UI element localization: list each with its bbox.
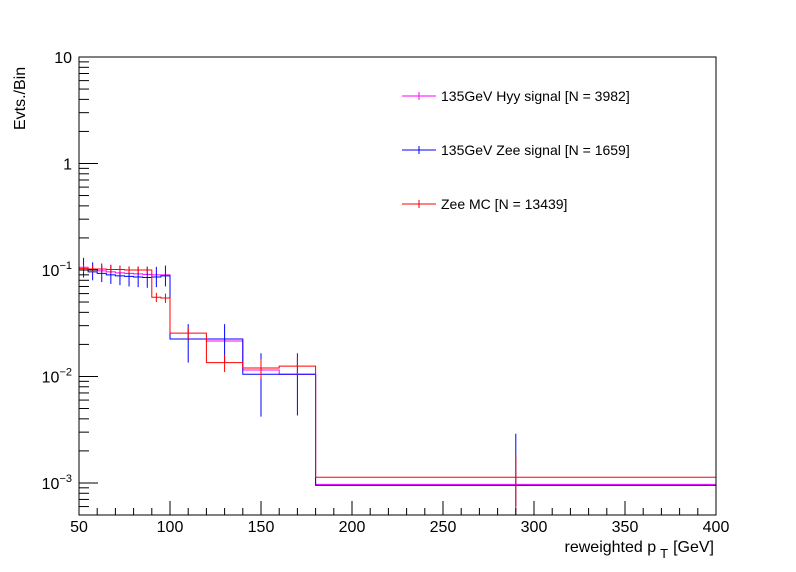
x-tick-label: 350 bbox=[612, 519, 639, 536]
series-1-histogram bbox=[79, 269, 717, 515]
y-tick-label: 1 bbox=[63, 156, 72, 173]
x-tick-label: 100 bbox=[157, 519, 184, 536]
y-tick-label-exponent: −1 bbox=[59, 260, 72, 272]
x-tick-label: 300 bbox=[521, 519, 548, 536]
y-tick-label: 10 bbox=[54, 50, 72, 67]
x-axis-title-unit: [GeV] bbox=[673, 539, 714, 556]
y-tick-label-base: 10 bbox=[42, 263, 60, 280]
y-tick-label: 10−1 bbox=[42, 260, 72, 280]
legend-label-1: 135GeV Zee signal [N = 1659] bbox=[441, 142, 630, 158]
y-tick-label-base: 10 bbox=[42, 369, 60, 386]
y-tick-label-base: 10 bbox=[42, 476, 60, 493]
x-axis-title-subscript: T bbox=[660, 546, 668, 561]
y-tick-label-exponent: −3 bbox=[59, 473, 72, 485]
legend-label-0: 135GeV Hyy signal [N = 3982] bbox=[441, 88, 630, 104]
x-tick-label: 400 bbox=[703, 519, 730, 536]
x-axis-title: reweighted p T [GeV] bbox=[565, 539, 714, 561]
x-tick-label: 50 bbox=[70, 519, 88, 536]
y-tick-label-exponent: −2 bbox=[59, 366, 72, 378]
x-tick-label: 250 bbox=[430, 519, 457, 536]
x-axis-title-main: reweighted p bbox=[565, 539, 657, 556]
x-tick-label: 150 bbox=[248, 519, 275, 536]
series-2-histogram bbox=[79, 268, 717, 515]
ticks-layer bbox=[78, 56, 717, 516]
legend: 135GeV Hyy signal [N = 3982] 135GeV Zee s… bbox=[402, 88, 630, 212]
y-axis-title: Evts./Bin bbox=[12, 67, 29, 130]
series-layer bbox=[79, 257, 717, 515]
x-tick-label: 200 bbox=[339, 519, 366, 536]
y-tick-label: 10−2 bbox=[42, 366, 72, 386]
y-tick-label: 10−3 bbox=[42, 473, 72, 493]
legend-label-2: Zee MC [N = 13439] bbox=[441, 196, 567, 212]
